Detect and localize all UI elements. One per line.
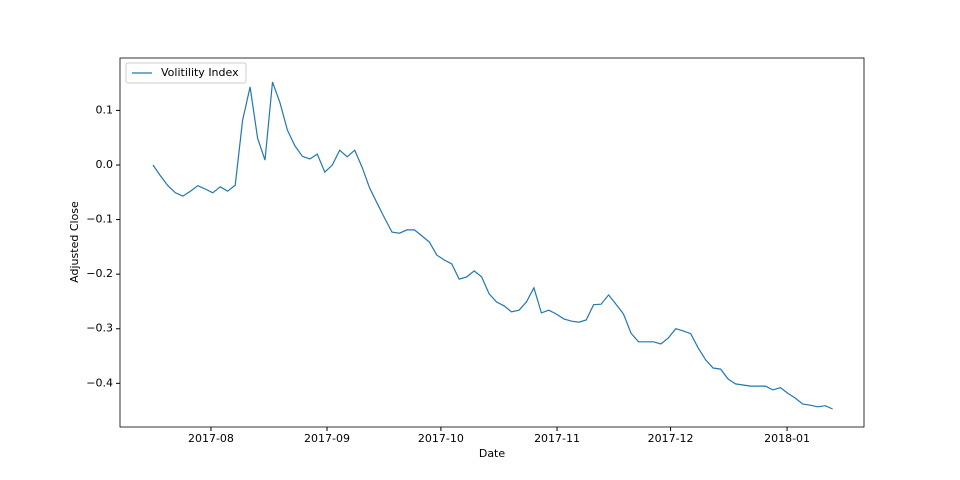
x-tick-label: 2017-10 bbox=[418, 432, 464, 445]
y-tick-label: −0.4 bbox=[86, 376, 113, 389]
y-tick-label: −0.1 bbox=[86, 213, 113, 226]
x-tick-label: 2017-11 bbox=[534, 432, 580, 445]
y-tick-label: −0.2 bbox=[86, 267, 113, 280]
plot-frame bbox=[119, 57, 865, 428]
x-axis-label: Date bbox=[479, 447, 506, 460]
legend-label: Volitility Index bbox=[161, 66, 239, 79]
y-tick-label: −0.3 bbox=[86, 322, 113, 335]
x-tick-label: 2018-01 bbox=[764, 432, 810, 445]
legend-box bbox=[125, 62, 247, 84]
x-tick-label: 2017-08 bbox=[188, 432, 234, 445]
y-tick-label: 0.1 bbox=[96, 103, 114, 116]
y-tick-label: 0.0 bbox=[96, 158, 114, 171]
x-tick-label: 2017-12 bbox=[648, 432, 694, 445]
y-axis-label: Adjusted Close bbox=[68, 201, 81, 283]
line-series bbox=[152, 81, 833, 410]
x-tick-label: 2017-09 bbox=[304, 432, 350, 445]
